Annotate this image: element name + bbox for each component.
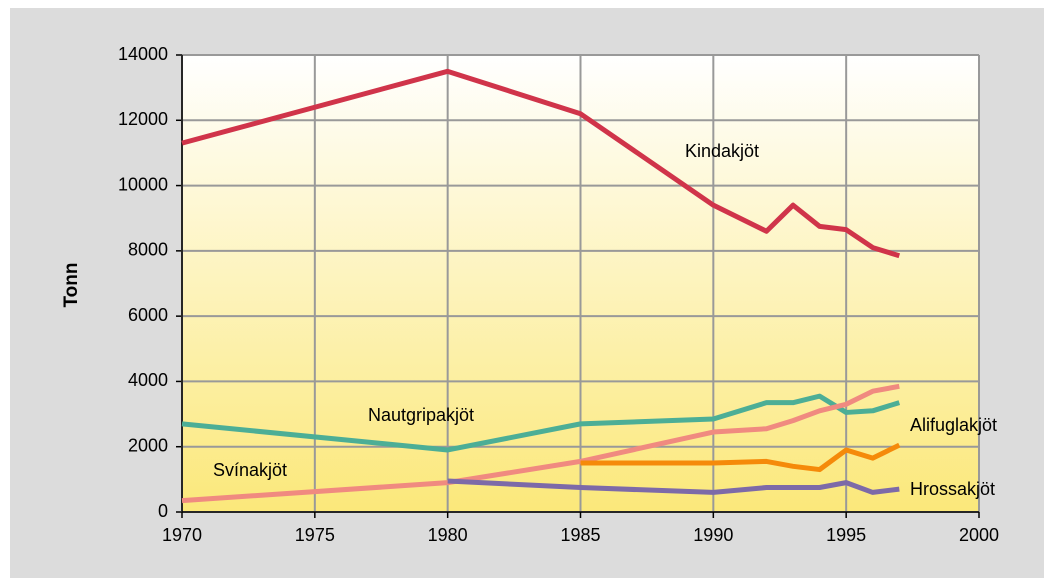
- y-tick-label: 6000: [128, 305, 168, 325]
- line-series: [447, 478, 900, 495]
- line-series: [580, 442, 901, 473]
- x-tick-label: 1990: [693, 525, 733, 545]
- line-series: [181, 393, 901, 453]
- x-tick-label: 1975: [295, 525, 335, 545]
- y-tick-label: 0: [158, 501, 168, 521]
- x-tick-label: 1995: [826, 525, 866, 545]
- x-tick-label: 1980: [428, 525, 468, 545]
- y-axis-label: Tonn: [61, 262, 82, 307]
- y-tick-label: 10000: [118, 174, 168, 194]
- y-tick-label: 14000: [118, 44, 168, 64]
- series-label: Kindakjöt: [685, 141, 759, 161]
- series-label: Alifuglakjöt: [910, 415, 997, 435]
- line-series: [181, 383, 900, 504]
- y-tick-label: 4000: [128, 370, 168, 390]
- line-series: [181, 68, 901, 259]
- y-tick-label: 12000: [118, 109, 168, 129]
- x-tick-label: 2000: [959, 525, 999, 545]
- series-label: Hrossakjöt: [910, 479, 995, 499]
- y-tick-label: 8000: [128, 240, 168, 260]
- x-tick-label: 1970: [162, 525, 202, 545]
- y-tick-label: 2000: [128, 435, 168, 455]
- x-tick-label: 1985: [560, 525, 600, 545]
- series-label: Svínakjöt: [213, 460, 287, 480]
- series-label: Nautgripakjöt: [368, 405, 474, 425]
